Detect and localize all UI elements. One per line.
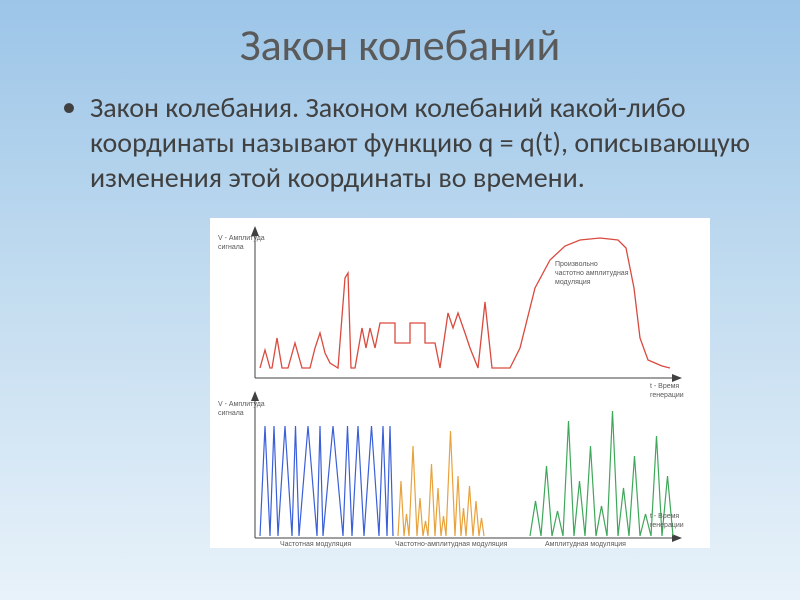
svg-text:t - Время: t - Время [650, 513, 679, 520]
bullet-dot: • [62, 90, 76, 124]
svg-text:t - Время: t - Время [650, 383, 679, 390]
svg-text:сигнала: сигнала [218, 244, 244, 251]
svg-text:модуляция: модуляция [555, 279, 591, 286]
svg-text:Частотно-амплитудная модуляция: Частотно-амплитудная модуляция [395, 541, 508, 548]
modulation-chart: V - Амплитуда сигнала V - Амплитуда сигнала… [210, 218, 710, 548]
svg-text:V - Амплитуда: V - Амплитуда [218, 401, 265, 408]
svg-text:сигнала: сигнала [218, 410, 244, 417]
svg-text:Амплитудная модуляция: Амплитудная модуляция [545, 541, 626, 548]
svg-text:генерации: генерации [650, 392, 684, 399]
svg-text:Частотная модуляция: Частотная модуляция [280, 541, 351, 548]
chart-svg: V - Амплитуда сигнала V - Амплитуда сигнала… [210, 218, 710, 548]
svg-text:частотно амплитудная: частотно амплитудная [555, 270, 629, 277]
svg-text:V - Амплитуда: V - Амплитуда [218, 235, 265, 242]
body-paragraph: Закон колебания. Законом колебаний какой… [90, 90, 760, 195]
svg-text:генерации: генерации [650, 522, 684, 529]
slide-title: Закон колебаний [0, 0, 800, 72]
slide-body: • Закон колебания. Законом колебаний как… [0, 72, 800, 195]
svg-text:Произвольно: Произвольно [555, 261, 598, 268]
